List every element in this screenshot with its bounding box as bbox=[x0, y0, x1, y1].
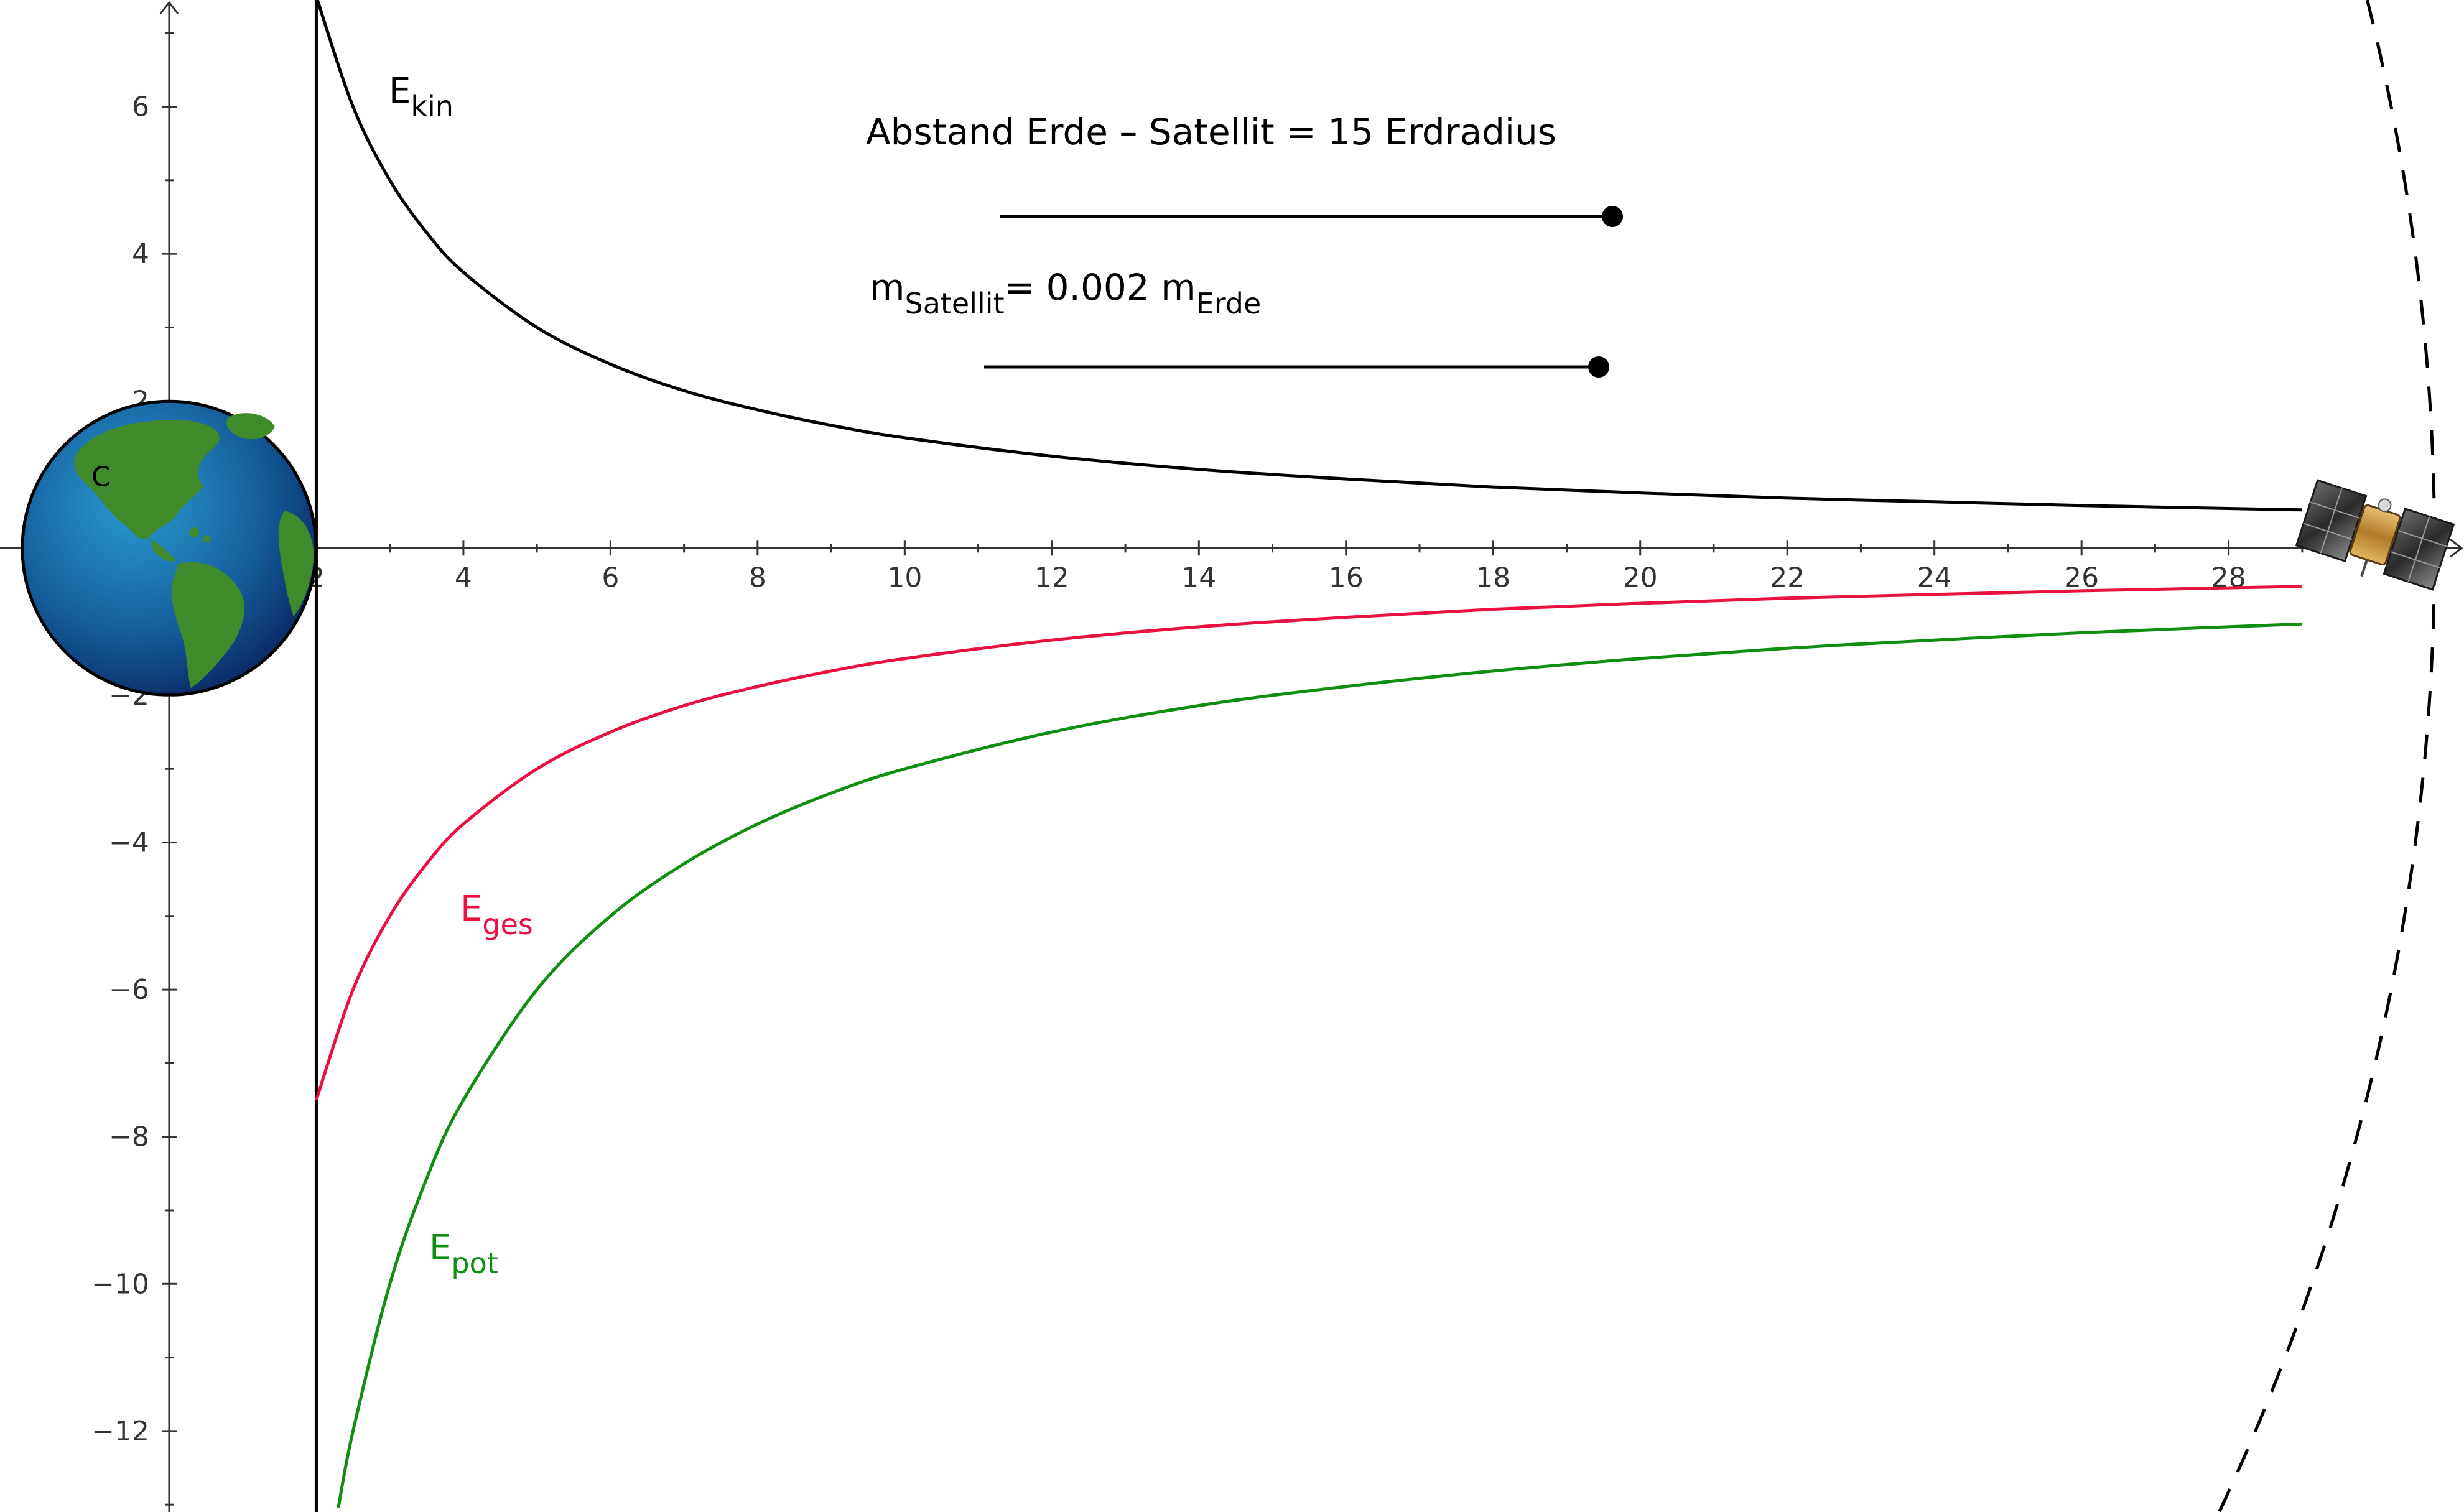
x-tick-label: 6 bbox=[602, 562, 619, 593]
y-tick-label: 4 bbox=[132, 238, 149, 270]
epot-label-main: E bbox=[429, 1228, 451, 1268]
x-tick-labels: 246810121416182022242628 bbox=[307, 562, 2246, 593]
y-tick-label: −8 bbox=[109, 1121, 149, 1153]
x-tick-label: 16 bbox=[1329, 562, 1364, 593]
mass-text: mSatellit= 0.002 mErde bbox=[870, 266, 1261, 320]
ekin-curve-label: Ekin bbox=[389, 71, 453, 123]
satellite-orbit bbox=[2218, 0, 2437, 1512]
y-tick-label: −6 bbox=[109, 974, 149, 1006]
eges-curve-label: Eges bbox=[460, 889, 533, 941]
distance-text: Abstand Erde – Satellit = 15 Erdradius bbox=[866, 111, 1556, 153]
curve-e-ges bbox=[315, 585, 2302, 1101]
y-tick-label: −4 bbox=[109, 827, 149, 858]
y-tick-labels: 642−2−4−6−8−10−12 bbox=[91, 91, 149, 1447]
mass-sub-satellit: Satellit bbox=[905, 287, 1005, 320]
ekin-label-main: E bbox=[389, 71, 411, 111]
eges-label-sub: ges bbox=[482, 907, 532, 941]
x-tick-label: 26 bbox=[2064, 562, 2099, 593]
mass-slider[interactable] bbox=[984, 356, 1609, 378]
earth-icon: C bbox=[21, 399, 318, 697]
x-tick-label: 24 bbox=[1917, 562, 1952, 593]
satellite-icon[interactable] bbox=[2294, 477, 2455, 598]
mass-main: m bbox=[870, 266, 905, 308]
x-tick-label: 22 bbox=[1770, 562, 1805, 593]
epot-label-sub: pot bbox=[451, 1246, 498, 1280]
y-axis-arrow bbox=[159, 1, 179, 14]
distance-slider-knob[interactable] bbox=[1602, 206, 1623, 227]
eges-label-main: E bbox=[460, 889, 482, 929]
y-ticks bbox=[161, 32, 177, 1506]
x-tick-label: 14 bbox=[1181, 562, 1216, 593]
curve-e-pot bbox=[337, 622, 2302, 1508]
distance-slider[interactable] bbox=[1000, 206, 1623, 227]
y-tick-label: −12 bbox=[91, 1416, 149, 1447]
energy-curves bbox=[315, 0, 2302, 1508]
y-tick-label: −10 bbox=[91, 1268, 149, 1300]
epot-curve-label: Epot bbox=[429, 1228, 498, 1280]
y-tick-label: 6 bbox=[132, 91, 149, 123]
x-axis-arrow bbox=[2450, 539, 2463, 558]
x-tick-label: 8 bbox=[749, 562, 766, 593]
x-tick-label: 12 bbox=[1034, 562, 1069, 593]
x-tick-label: 10 bbox=[887, 562, 922, 593]
mass-mid: = 0.002 m bbox=[1005, 266, 1196, 308]
x-tick-label: 4 bbox=[455, 562, 472, 593]
curve-e-kin bbox=[315, 0, 2302, 512]
mass-sub-erde: Erde bbox=[1196, 287, 1262, 320]
ekin-label-sub: kin bbox=[411, 90, 453, 123]
x-tick-label: 18 bbox=[1476, 562, 1510, 593]
earth-point-label: C bbox=[91, 461, 111, 493]
x-tick-label: 20 bbox=[1623, 562, 1658, 593]
mass-slider-knob[interactable] bbox=[1588, 356, 1609, 378]
